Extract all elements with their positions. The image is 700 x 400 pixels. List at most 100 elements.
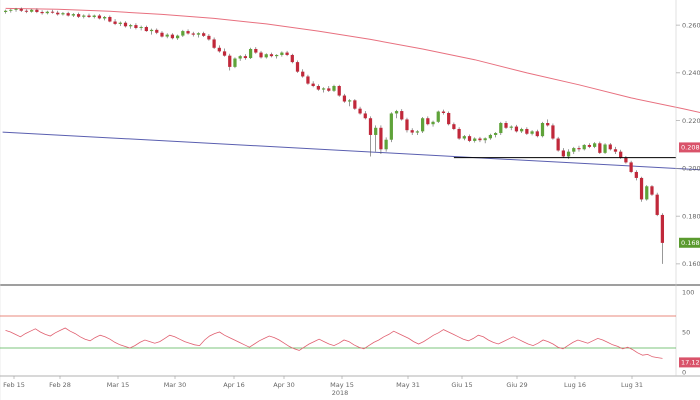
x-tick-label: May 31 bbox=[396, 381, 420, 389]
candle bbox=[103, 16, 107, 21]
candle bbox=[337, 84, 341, 97]
candle bbox=[181, 29, 185, 38]
candle bbox=[348, 99, 352, 107]
x-tick-label: Lug 16 bbox=[564, 381, 586, 389]
candle bbox=[50, 9, 55, 14]
candle bbox=[639, 176, 644, 202]
candle bbox=[275, 54, 279, 59]
candle bbox=[441, 109, 446, 115]
candle bbox=[447, 111, 451, 126]
candle bbox=[436, 110, 440, 124]
osc-tick-label: 100 bbox=[682, 288, 694, 296]
candle bbox=[613, 146, 618, 155]
candle bbox=[603, 143, 607, 155]
candle bbox=[35, 8, 39, 14]
x-tick-label: Apr 30 bbox=[273, 381, 295, 389]
candle bbox=[207, 34, 211, 41]
trendline bbox=[2, 131, 700, 171]
candle bbox=[535, 129, 539, 138]
candle bbox=[660, 213, 665, 264]
candle bbox=[467, 134, 472, 143]
candle bbox=[76, 12, 81, 18]
candle bbox=[389, 112, 393, 143]
candle bbox=[301, 69, 305, 78]
y-tick-label: 0.20000 bbox=[682, 165, 700, 173]
candle bbox=[540, 121, 545, 138]
candle bbox=[139, 25, 143, 31]
x-tick-label: Feb 15 bbox=[3, 381, 25, 389]
candle bbox=[217, 45, 221, 53]
candle bbox=[608, 143, 612, 151]
year-label: 2018 bbox=[332, 389, 349, 397]
osc-tick-label: 0 bbox=[682, 368, 686, 376]
moving-average-badge: 0.20878 bbox=[679, 142, 700, 153]
candle bbox=[582, 144, 586, 151]
candle bbox=[248, 47, 253, 60]
candle bbox=[144, 25, 148, 32]
candle bbox=[196, 32, 201, 38]
candle bbox=[165, 33, 169, 39]
candlestick-series bbox=[3, 7, 665, 264]
candle bbox=[45, 10, 49, 15]
candle bbox=[509, 125, 513, 131]
svg-text:0.20878: 0.20878 bbox=[681, 144, 700, 152]
candle bbox=[499, 121, 503, 135]
candle bbox=[3, 9, 8, 14]
candle bbox=[92, 14, 96, 19]
candle bbox=[113, 19, 117, 26]
candle bbox=[108, 15, 112, 23]
candle bbox=[572, 146, 576, 155]
candle bbox=[415, 130, 420, 135]
candle bbox=[280, 51, 284, 57]
candle bbox=[259, 50, 263, 59]
candle bbox=[19, 7, 23, 12]
candle bbox=[40, 10, 44, 15]
svg-text:17.128: 17.128 bbox=[681, 359, 700, 367]
candle bbox=[191, 31, 195, 37]
osc-tick-label: 50 bbox=[682, 328, 690, 336]
trendline-layer bbox=[2, 131, 700, 171]
candle bbox=[332, 84, 336, 92]
candle bbox=[56, 10, 60, 16]
candle bbox=[264, 53, 268, 59]
candle bbox=[483, 137, 487, 144]
candle bbox=[269, 52, 274, 58]
date-axis: Feb 15 Feb 28 Mar 15 Mar 30 Apr 16 Apr 30 May … bbox=[3, 376, 643, 389]
candle bbox=[530, 130, 534, 136]
y-tick-label: 0.18000 bbox=[682, 212, 700, 220]
last-price-badge: 0.16885 bbox=[679, 237, 700, 248]
candle bbox=[556, 136, 560, 152]
candle bbox=[342, 93, 347, 103]
candle bbox=[379, 125, 383, 155]
candle bbox=[66, 11, 70, 17]
candle bbox=[295, 60, 300, 73]
candle bbox=[176, 34, 180, 40]
candle bbox=[61, 11, 65, 16]
candle bbox=[587, 143, 592, 149]
candle bbox=[400, 109, 404, 121]
candle bbox=[71, 13, 75, 17]
candle bbox=[186, 29, 190, 35]
candle bbox=[478, 136, 482, 143]
x-tick-label: May 15 bbox=[330, 381, 354, 389]
candle bbox=[655, 192, 659, 217]
candle bbox=[97, 14, 102, 20]
candle bbox=[493, 132, 498, 138]
oscillator-line bbox=[5, 327, 663, 359]
candle bbox=[202, 31, 206, 38]
candle bbox=[363, 111, 367, 120]
candle bbox=[327, 85, 331, 92]
candle bbox=[290, 53, 294, 64]
candle bbox=[368, 116, 373, 157]
candle bbox=[254, 47, 258, 54]
candle bbox=[30, 8, 34, 13]
candle bbox=[488, 133, 492, 140]
candle bbox=[546, 119, 550, 127]
candle bbox=[14, 7, 18, 12]
candle bbox=[238, 54, 242, 61]
x-tick-label: Giu 15 bbox=[451, 381, 472, 389]
candle bbox=[520, 127, 524, 134]
y-tick-label: 0.22000 bbox=[682, 117, 700, 125]
candle bbox=[170, 33, 175, 40]
